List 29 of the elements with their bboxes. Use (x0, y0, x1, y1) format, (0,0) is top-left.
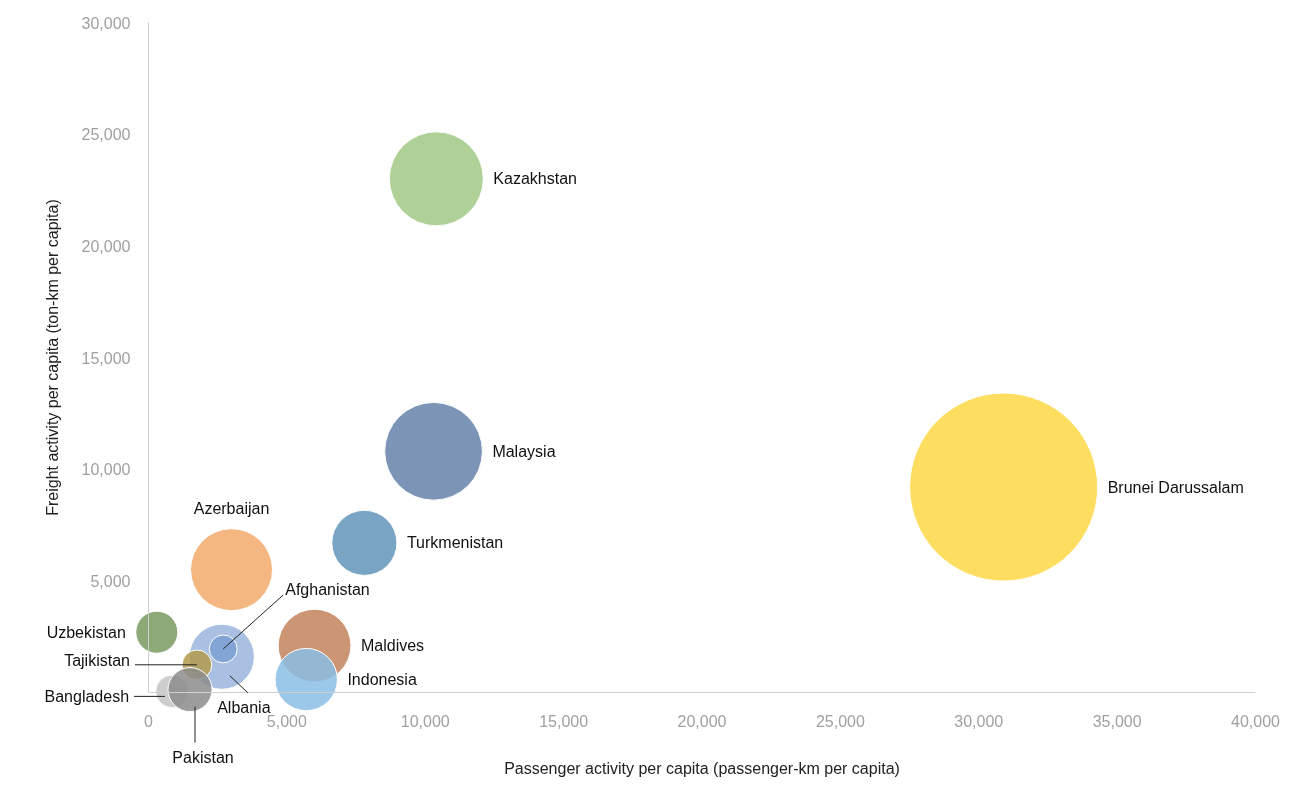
series-label: Malaysia (492, 442, 556, 460)
y-tick-label: 25,000 (81, 126, 131, 144)
y-axis-title: Freight activity per capita (ton-km per capita) (43, 199, 61, 516)
x-tick-label: 30,000 (954, 712, 1004, 730)
x-tick-label: 35,000 (1092, 712, 1142, 730)
series-label: Azerbaijan (193, 499, 270, 517)
y-tick-label: 20,000 (81, 237, 131, 255)
y-tick-label: 10,000 (81, 461, 131, 479)
x-tick-label: 10,000 (400, 712, 450, 730)
x-tick-label: 20,000 (677, 712, 727, 730)
text: Tajikistan (64, 652, 130, 670)
series-label: Kazakhstan (493, 170, 577, 188)
series-label: Maldives (360, 637, 425, 655)
x-tick-label: 25,000 (815, 712, 865, 730)
series-label: Turkmenistan (406, 534, 504, 552)
series-label: Brunei Darussalam (1107, 478, 1244, 496)
series-label: Bangladesh (44, 687, 130, 705)
text: Pakistan (172, 749, 234, 767)
x-axis-title: Passenger activity per capita (passenger-km per capita) (504, 759, 900, 777)
text: Afghanistan (285, 581, 370, 599)
x-tick-label: 40,000 (1231, 712, 1281, 730)
x-tick-label: 15,000 (539, 712, 589, 730)
series-label: Uzbekistan (46, 623, 126, 641)
x-tick-label: 0 (144, 712, 154, 730)
x-tick-label: 5,000 (266, 712, 307, 730)
y-tick-label: 30,000 (81, 14, 131, 32)
y-tick-label: 15,000 (81, 349, 131, 367)
series-label: Indonesia (347, 671, 417, 689)
y-tick-label: 5,000 (90, 572, 131, 590)
